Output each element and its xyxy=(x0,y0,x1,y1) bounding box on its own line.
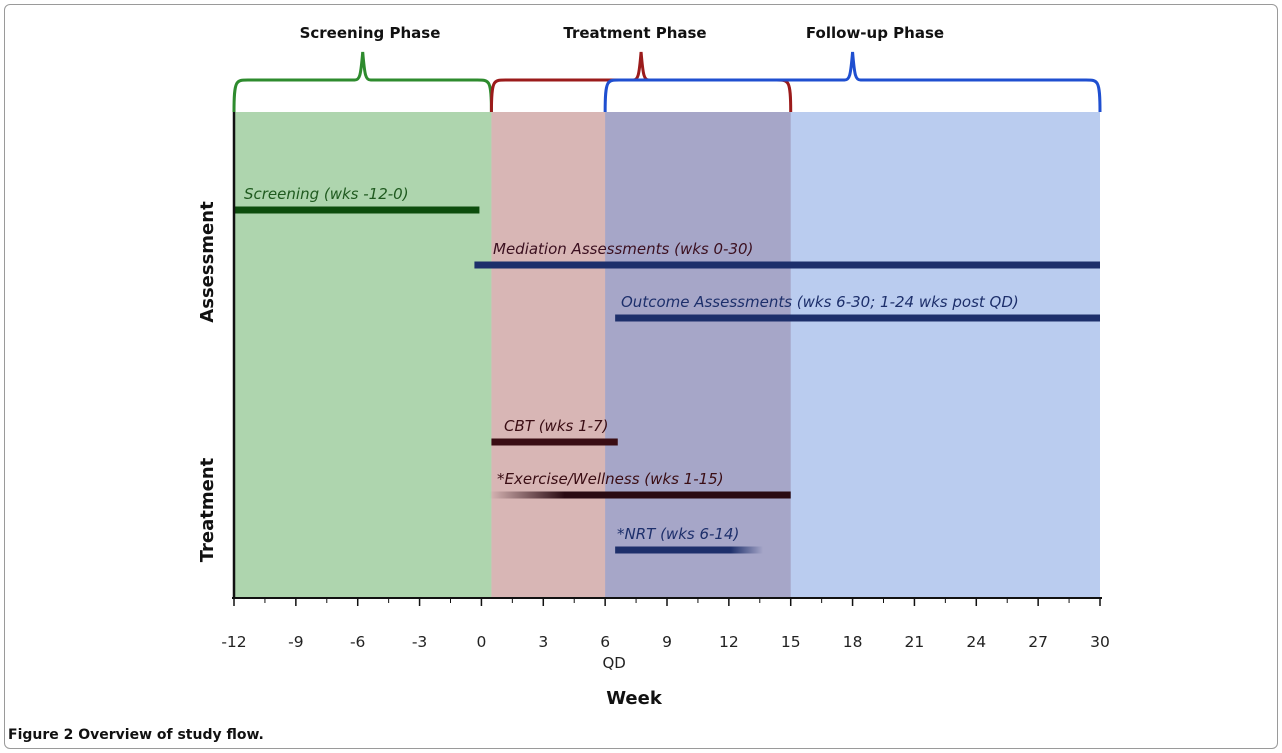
caption-text: Figure 2 Overview of study flow. xyxy=(8,727,264,743)
timeline-bars: Screening (wks -12-0) Mediation Assessmen… xyxy=(234,185,1100,554)
timeline-bar-0 xyxy=(234,206,480,214)
phase-region-2 xyxy=(605,112,1100,598)
x-tick-label-18: 18 xyxy=(843,633,863,651)
timeline-bar-label-0: Screening (wks -12-0) xyxy=(244,185,409,203)
phase-brackets: Screening Phase Treatment Phase Follow-up … xyxy=(232,24,1102,113)
row-label-treatment: Treatment xyxy=(197,457,218,562)
x-tick-label--3: -3 xyxy=(412,633,427,651)
phase-bracket-2 xyxy=(603,51,1102,113)
x-tick-label-0: 0 xyxy=(476,633,486,651)
timeline-bar-2 xyxy=(615,314,1100,322)
timeline-bar-4 xyxy=(489,491,791,499)
figure-caption: Figure 2 Overview of study flow. xyxy=(8,727,264,743)
timeline-bar-label-2: Outcome Assessments (wks 6-30; 1-24 wks … xyxy=(621,293,1019,311)
row-labels: Assessment Treatment xyxy=(197,201,218,562)
x-tick-label--9: -9 xyxy=(288,633,303,651)
x-tick-label--6: -6 xyxy=(350,633,365,651)
phase-region-1 xyxy=(491,112,791,598)
figure-frame xyxy=(4,4,1278,749)
study-flow-diagram: Screening Phase Treatment Phase Follow-up … xyxy=(197,24,1110,709)
x-tick-label-9: 9 xyxy=(662,633,672,651)
x-tick-label-15: 15 xyxy=(781,633,801,651)
timeline-bar-3 xyxy=(491,438,618,446)
x-tick-label-27: 27 xyxy=(1028,633,1048,651)
timeline-bar-label-5: *NRT (wks 6-14) xyxy=(617,525,739,543)
timeline-bar-label-1: Mediation Assessments (wks 0-30) xyxy=(493,240,753,258)
phase-label-2: Follow-up Phase xyxy=(806,24,944,42)
phase-bracket-1 xyxy=(489,51,793,113)
phase-bracket-0 xyxy=(232,51,493,113)
x-axis-title: Week xyxy=(606,688,663,709)
x-tick-label-3: 3 xyxy=(538,633,548,651)
row-label-assessment: Assessment xyxy=(197,201,218,323)
x-tick-label-21: 21 xyxy=(905,633,925,651)
x-tick-label-12: 12 xyxy=(719,633,739,651)
timeline-bar-label-3: CBT (wks 1-7) xyxy=(504,417,608,435)
phase-region-0 xyxy=(234,112,492,598)
phase-regions xyxy=(234,112,1100,598)
x-tick-label-30: 30 xyxy=(1090,633,1110,651)
phase-label-0: Screening Phase xyxy=(300,24,441,42)
phase-label-1: Treatment Phase xyxy=(563,24,706,42)
x-axis: -12 -9 -6 -3 0 3 6 9 12 15 18 21 24 27 30 QD Week xyxy=(221,112,1110,709)
qd-marker-label: QD xyxy=(602,654,625,672)
timeline-bar-5 xyxy=(615,546,764,554)
x-tick-label--12: -12 xyxy=(221,633,246,651)
x-tick-label-6: 6 xyxy=(600,633,610,651)
timeline-bar-1 xyxy=(474,261,1100,269)
timeline-bar-label-4: *Exercise/Wellness (wks 1-15) xyxy=(497,470,724,488)
x-tick-label-24: 24 xyxy=(966,633,986,651)
